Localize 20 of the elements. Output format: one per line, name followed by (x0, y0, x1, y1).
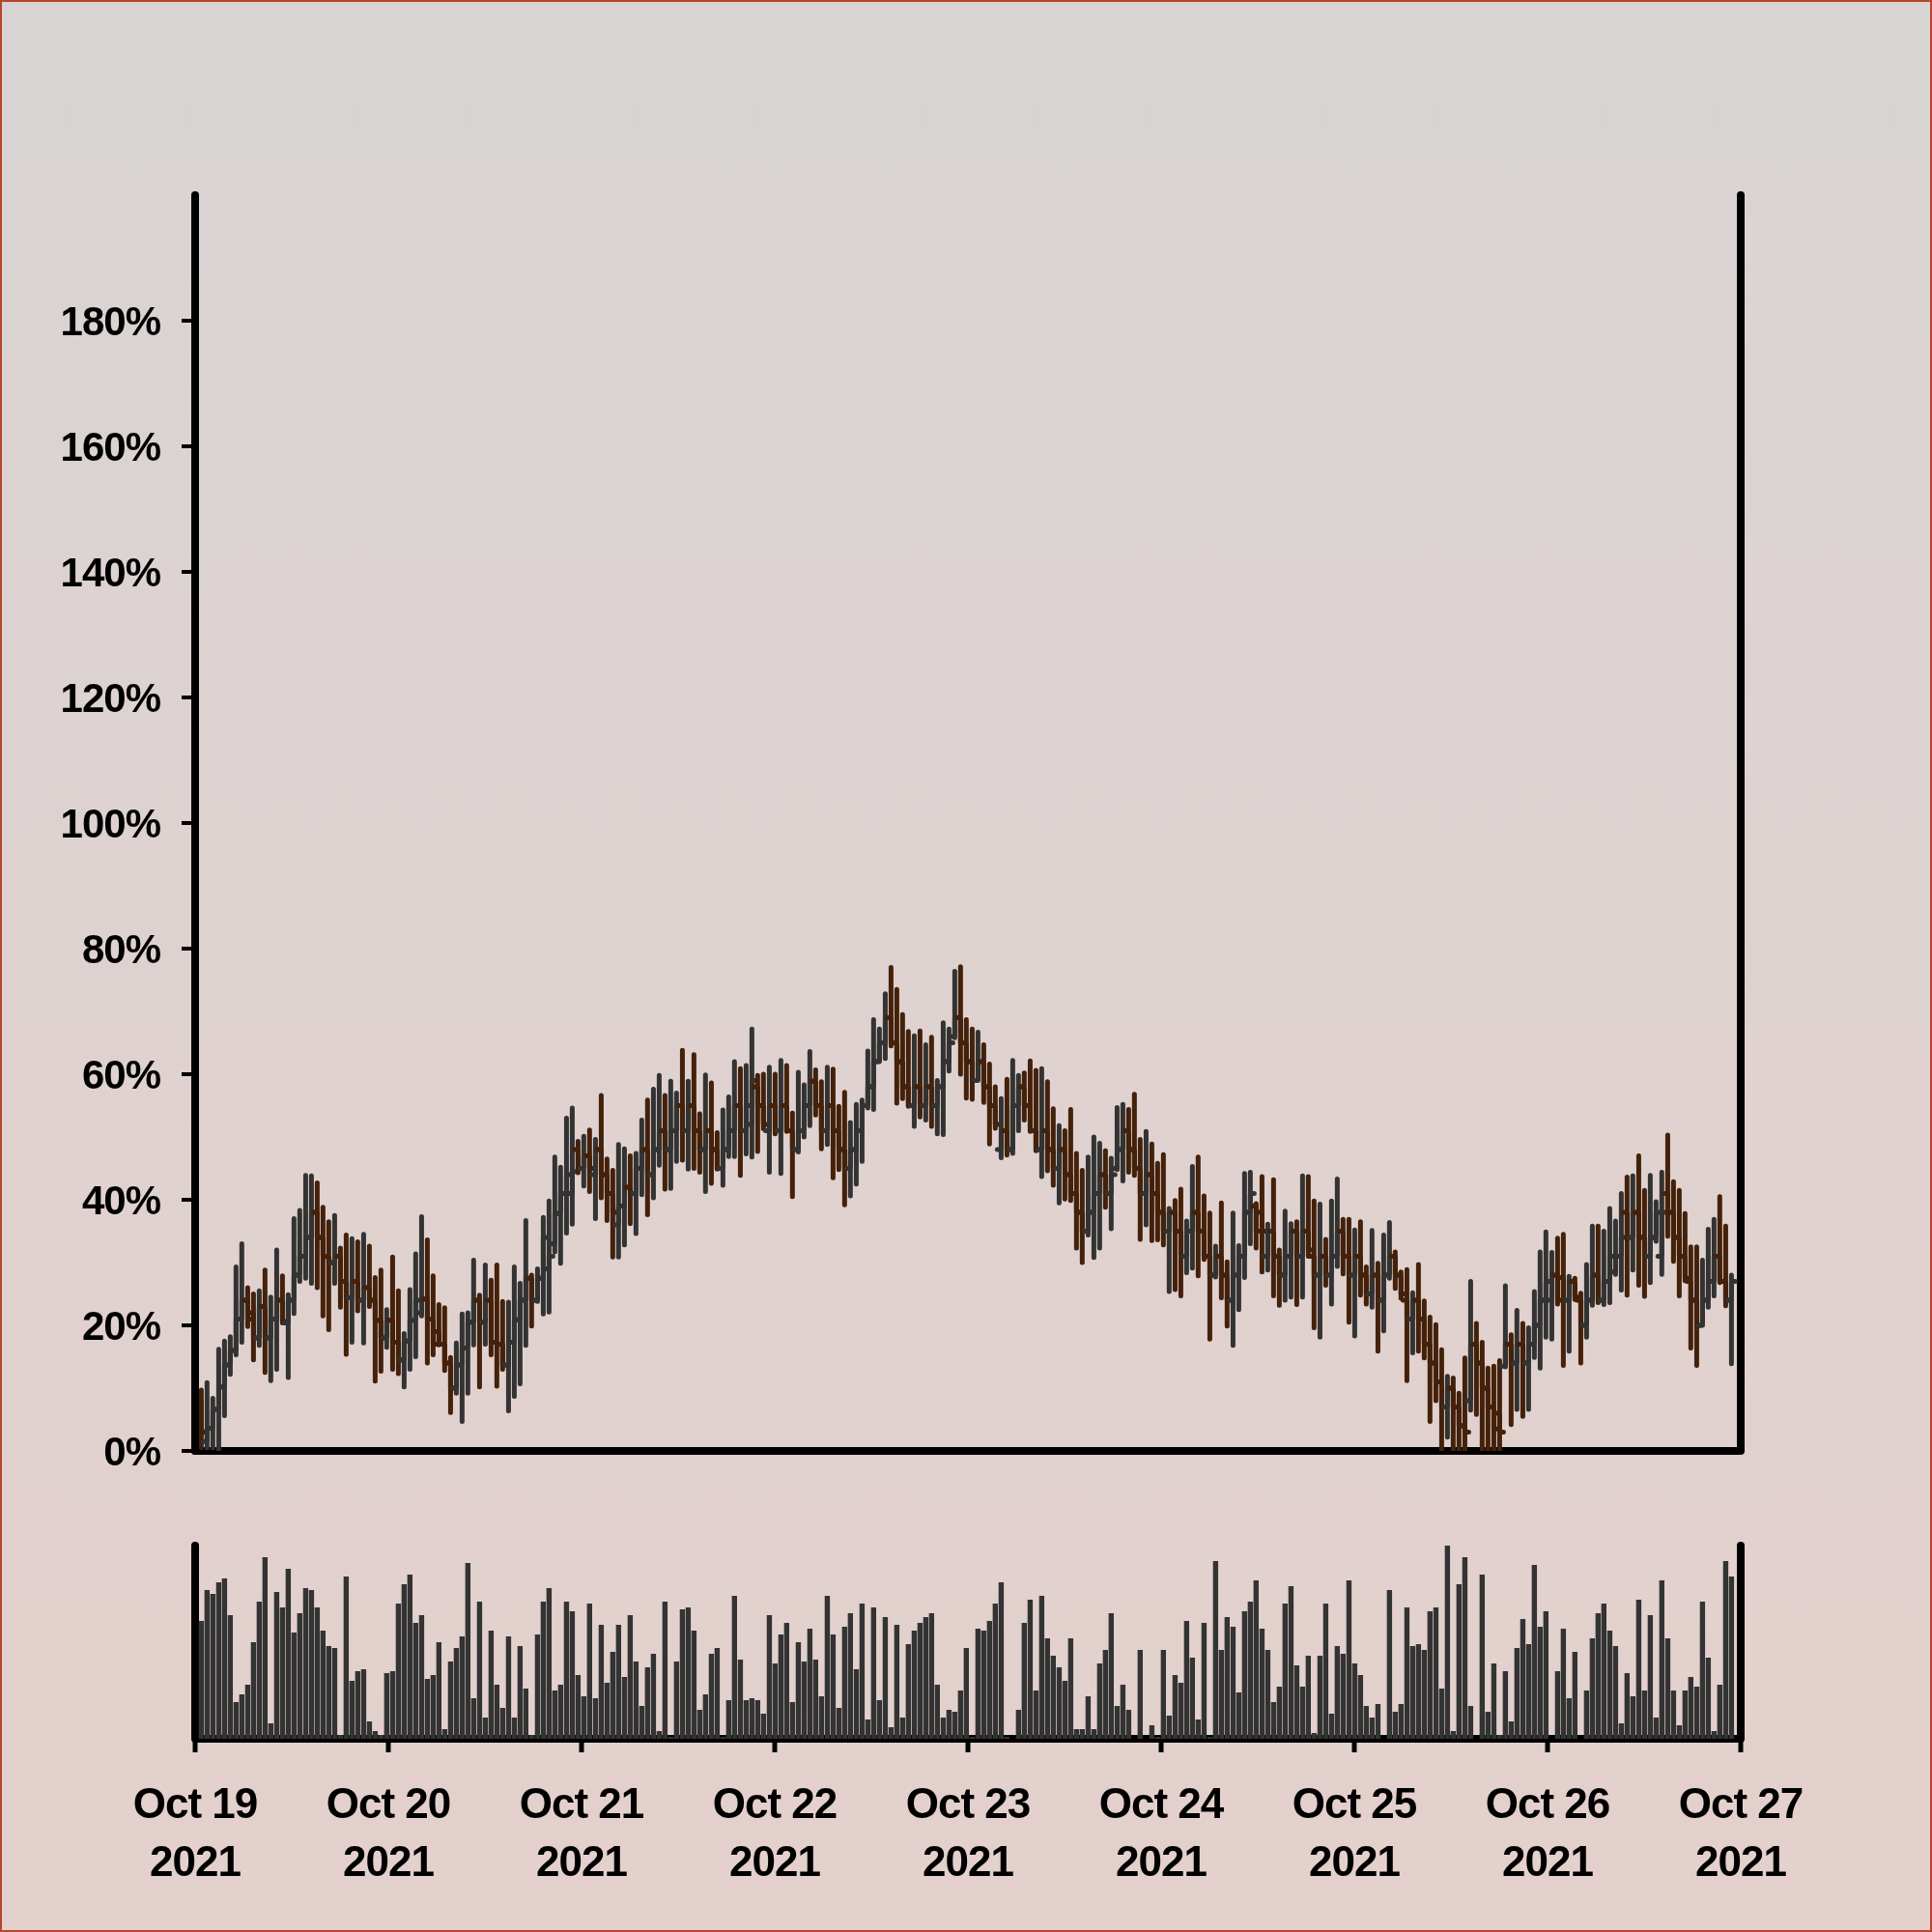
x-tick-label: Oct 26 2021 (1485, 1779, 1610, 1885)
y-tick-label: 0% (103, 1428, 161, 1474)
y-tick-label: 20% (81, 1302, 161, 1349)
x-tick-label: Oct 25 2021 (1292, 1779, 1417, 1885)
x-tick-label: Oct 20 2021 (326, 1779, 451, 1885)
y-tick-label: 120% (60, 674, 161, 721)
y-tick-label: 180% (60, 298, 161, 344)
x-tick-label: Oct 19 2021 (132, 1779, 258, 1885)
y-tick-label: 60% (81, 1051, 161, 1097)
bar (1137, 1650, 1143, 1739)
y-tick-label: 160% (60, 423, 161, 469)
y-tick-label: 80% (81, 925, 161, 972)
y-tick-label: 100% (60, 800, 161, 846)
x-tick-label: Oct 27 2021 (1678, 1779, 1804, 1885)
y-tick-label: 140% (60, 549, 161, 595)
x-tick-label: Oct 24 2021 (1098, 1779, 1225, 1885)
x-tick-label: Oct 23 2021 (905, 1779, 1031, 1885)
y-tick-label: 40% (81, 1177, 161, 1223)
x-tick-label: Oct 21 2021 (519, 1779, 644, 1885)
x-tick-label: Oct 22 2021 (712, 1779, 838, 1885)
